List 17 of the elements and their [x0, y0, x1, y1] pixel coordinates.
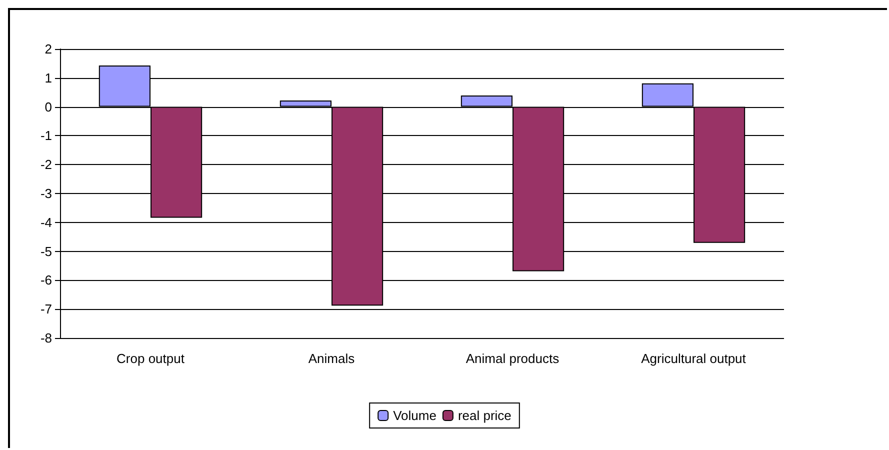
x-tick-label: Crop output: [116, 351, 185, 366]
legend-label: real price: [458, 408, 512, 423]
y-tick-label: -4: [40, 214, 52, 230]
y-tick-label: -5: [40, 244, 52, 259]
x-tick-label: Animal products: [466, 351, 560, 366]
y-tick-label: 0: [44, 99, 52, 114]
y-tick-label: 2: [44, 42, 52, 56]
x-tick-label: Animals: [308, 351, 356, 366]
y-tick-label: -1: [40, 128, 52, 144]
y-tick-label: -3: [40, 186, 52, 201]
y-tick-label: 1: [44, 70, 52, 86]
y-tick-label: -2: [40, 157, 52, 172]
y-tick-label: -8: [40, 330, 52, 346]
x-tick-label: Agricultural output: [641, 351, 746, 366]
legend-label: Volume: [393, 408, 436, 423]
y-tick-label: -6: [40, 272, 52, 288]
y-tick-label: -7: [40, 302, 52, 317]
